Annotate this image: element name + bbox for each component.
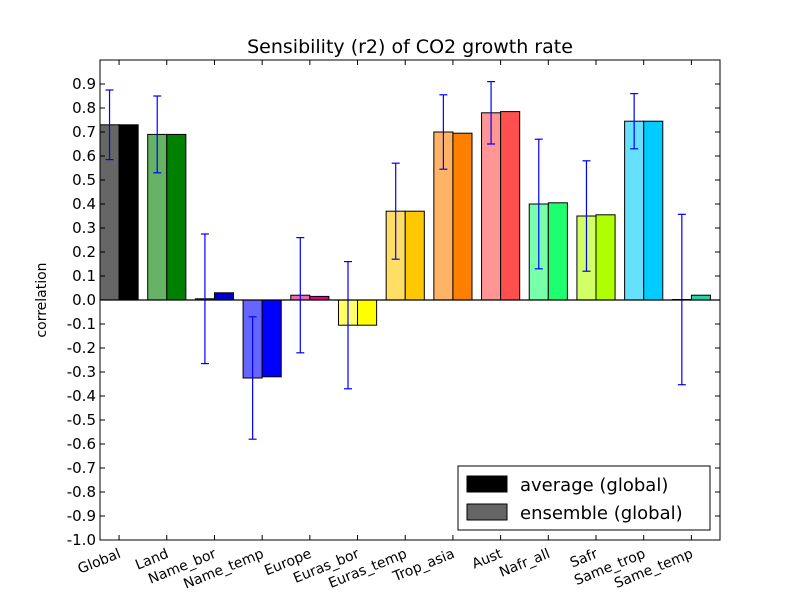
y-tick-label: 0.1 (72, 267, 96, 285)
legend-entry: average (global) (520, 475, 668, 496)
bar-average-aust (500, 111, 521, 301)
y-tick-label: 0.0 (72, 291, 96, 309)
bar-average-global (118, 124, 139, 301)
y-tick-label: -0.4 (67, 387, 96, 405)
legend-swatch (466, 475, 508, 493)
legend: average (global) ensemble (global) (457, 465, 711, 531)
bar-average-euras_bor (357, 299, 378, 326)
chart-title: Sensibility (r2) of CO2 growth rate (247, 36, 573, 58)
y-tick-label: -0.7 (67, 459, 96, 477)
y-tick-label: -0.6 (67, 435, 96, 453)
legend-swatch (466, 503, 508, 521)
bar-average-name_bor (213, 292, 235, 301)
bar-average-land (166, 133, 187, 301)
error-bar-euras_bor (344, 261, 352, 390)
y-tick-label: 0.4 (72, 195, 96, 213)
y-tick-label: -1.0 (67, 531, 96, 549)
y-tick-label: -0.5 (67, 411, 96, 429)
error-bar-aust (487, 80, 496, 145)
y-tick-label: -0.2 (67, 339, 96, 357)
y-tick-label: 0.7 (72, 123, 96, 141)
error-bar-nafr_all (534, 138, 543, 270)
x-tick-label-global: Global (76, 546, 123, 578)
bar-average-nafr_all (547, 202, 568, 301)
error-bar-euras_temp (391, 162, 400, 260)
bar-average-name_temp (261, 299, 282, 378)
bar-average-safr (595, 214, 616, 301)
bar-average-same_temp (690, 294, 711, 301)
error-bar-land (153, 95, 162, 174)
x-tick-label-nafr_all: Nafr_all (497, 546, 552, 581)
y-tick-label: -0.3 (67, 363, 96, 381)
y-tick-label: 0.6 (72, 147, 96, 165)
y-tick-label: -0.8 (67, 483, 96, 501)
error-bar-name_bor (200, 233, 209, 365)
error-bar-trop_asia (439, 94, 448, 170)
y-tick-label: 0.9 (72, 75, 96, 93)
error-bar-global (105, 89, 114, 161)
y-tick-label: 0.5 (72, 171, 96, 189)
y-tick-label: -0.9 (67, 507, 96, 525)
bar-average-same_trop (643, 120, 664, 301)
y-tick-label: 0.8 (72, 99, 96, 117)
error-bar-safr (582, 160, 591, 272)
bar-average-trop_asia (452, 132, 473, 301)
y-axis-label: correlation (34, 262, 50, 337)
error-bar-name_temp (248, 316, 257, 440)
y-tick-label: -0.1 (67, 315, 96, 333)
error-bar-europe (296, 237, 305, 354)
y-tick-label: 0.2 (72, 243, 96, 261)
error-bar-same_trop (630, 92, 639, 150)
bar-average-euras_temp (404, 210, 425, 301)
legend-entry: ensemble (global) (520, 503, 683, 524)
y-tick-label: 0.3 (72, 219, 96, 237)
